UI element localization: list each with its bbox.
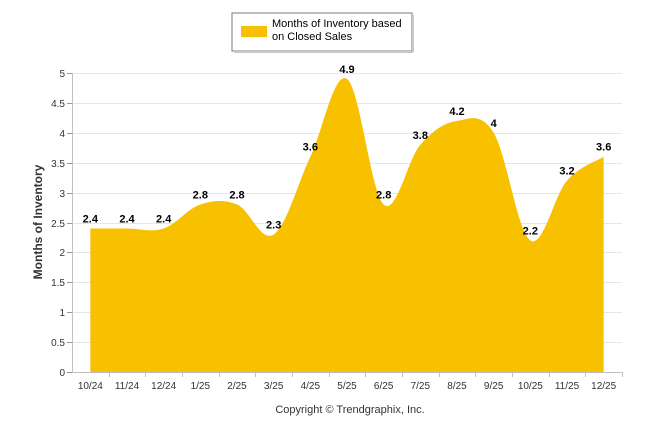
y-tick-label: 0 [59,368,65,379]
x-tick-label: 3/25 [264,381,284,392]
x-tick-label: 11/25 [555,381,580,392]
legend-label-line1: Months of Inventory based [272,18,402,30]
x-tick-label: 12/25 [591,381,616,392]
x-tick-label: 11/24 [115,381,140,392]
data-label: 3.6 [596,142,611,154]
x-tick-label: 6/25 [374,381,394,392]
y-axis-ticks: 0 0.5 1 1.5 2 2.5 3 3.5 4 4.5 5 [51,69,73,379]
legend-label-line2: on Closed Sales [272,31,353,43]
y-tick-label: 2.5 [51,219,65,230]
data-label: 2.8 [376,190,391,202]
data-label: 2.3 [266,219,281,231]
x-tick-label: 2/25 [227,381,247,392]
y-tick-label: 4 [59,129,65,140]
x-tick-label: 1/25 [191,381,211,392]
y-tick-label: 0.5 [51,338,65,349]
y-tick-label: 1 [59,308,65,319]
data-label: 2.4 [119,213,135,225]
data-label: 4 [491,118,498,130]
data-labels: 2.4 2.4 2.4 2.8 2.8 2.3 3.6 4.9 2.8 3.8 4.2 4 2.2 3.2… [83,64,612,237]
x-tick-label: 10/24 [78,381,103,392]
copyright-text: Copyright © Trendgraphix, Inc. [275,404,424,416]
y-tick-label: 5 [59,69,65,80]
data-label: 2.8 [229,190,244,202]
x-tick-label: 4/25 [301,381,321,392]
x-tick-label: 5/25 [337,381,357,392]
y-axis-title: Months of Inventory [31,164,45,279]
legend-swatch [241,26,267,37]
y-tick-label: 2 [59,248,65,259]
y-tick-label: 3.5 [51,159,65,170]
data-label: 4.9 [339,64,354,76]
series-area [90,78,604,372]
x-tick-label: 7/25 [411,381,431,392]
x-tick-label: 9/25 [484,381,504,392]
y-tick-label: 1.5 [51,278,65,289]
data-label: 3.2 [559,166,574,178]
data-label: 3.6 [303,142,318,154]
x-tick-label: 8/25 [447,381,467,392]
data-label: 2.4 [83,213,99,225]
x-tick-label: 12/24 [151,381,176,392]
data-label: 4.2 [449,106,464,118]
y-tick-label: 4.5 [51,99,65,110]
plot-area [90,78,604,372]
data-label: 3.8 [413,130,428,142]
legend[interactable]: Months of Inventory based on Closed Sale… [231,12,414,53]
data-label: 2.2 [523,225,538,237]
data-label: 2.8 [193,190,208,202]
data-label: 2.4 [156,213,172,225]
x-axis: 10/24 11/24 12/24 1/25 2/25 3/25 4/25 5/25 6/25 7… [72,372,623,392]
y-tick-label: 3 [59,189,65,200]
x-tick-label: 10/25 [518,381,543,392]
